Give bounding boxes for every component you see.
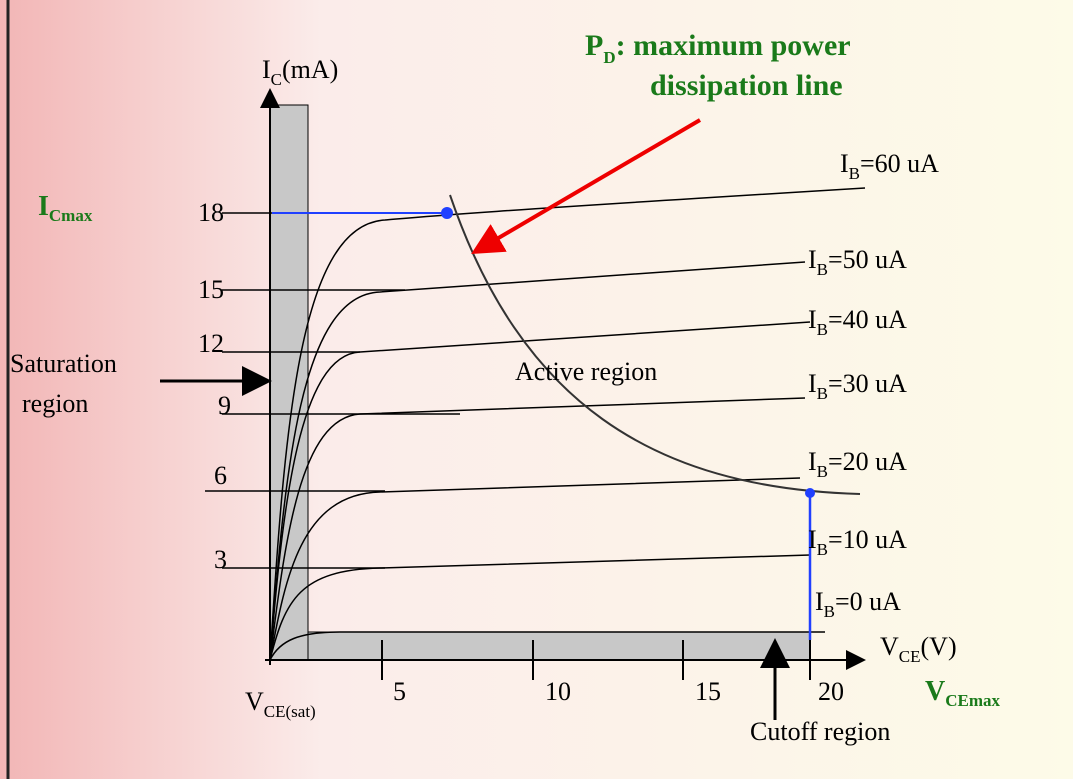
curve-label-part: I	[808, 447, 817, 476]
y-tick-label: 12	[198, 329, 224, 358]
y-tick-label: 6	[214, 461, 227, 490]
curve-label-part: B	[817, 384, 828, 403]
power-line	[449, 194, 861, 495]
y-tick-label: 15	[198, 275, 224, 304]
text-part: Cmax	[49, 206, 93, 225]
characteristic-curves	[269, 187, 866, 661]
text-part: (V)	[921, 632, 957, 661]
curve-label: IB=0 uA	[815, 587, 901, 621]
text-part: I	[262, 55, 271, 84]
cutoff-area	[307, 631, 811, 661]
curve-label: IB=10 uA	[808, 525, 907, 559]
saturation-label: Saturation	[10, 349, 117, 378]
text-part: D	[603, 48, 615, 67]
y-tick-label: 3	[214, 545, 227, 574]
vcemax-point	[805, 488, 815, 498]
curve-label-part: I	[815, 587, 824, 616]
curve-label: IB=30 uA	[808, 369, 907, 403]
curve-label-part: =40 uA	[828, 305, 907, 334]
text-part: V	[925, 676, 945, 707]
curve-label-part: B	[817, 462, 828, 481]
curve-label: IB=50 uA	[808, 245, 907, 279]
curve-label-part: =10 uA	[828, 525, 907, 554]
curve-label: IB=40 uA	[808, 305, 907, 339]
saturation-label: region	[22, 389, 88, 418]
x-ticks	[381, 640, 811, 680]
curve-label-part: B	[849, 164, 860, 183]
curve-label-part: =60 uA	[860, 149, 939, 178]
curve-label: IB=60 uA	[840, 149, 939, 183]
y-tick-label: 18	[198, 198, 224, 227]
curve-label-part: =0 uA	[835, 587, 901, 616]
text-part: I	[38, 191, 49, 222]
vcesat-label: VCE(sat)	[245, 687, 316, 721]
text-part: CE(sat)	[264, 702, 316, 721]
curve-label-part: I	[808, 369, 817, 398]
y-axis-label: IC(mA)	[262, 55, 338, 89]
text-part: CEmax	[945, 691, 1000, 710]
red-arrow	[471, 118, 702, 255]
x-tick-labels: 5 10 15 20	[393, 677, 844, 706]
x-tick-label: 20	[818, 677, 844, 706]
curve-label-part: B	[817, 320, 828, 339]
active-label: Active region	[515, 357, 657, 386]
curve-label-part: B	[817, 260, 828, 279]
curve-label-part: I	[808, 525, 817, 554]
text-part: V	[880, 632, 899, 661]
text-part: V	[245, 687, 264, 716]
x-axis-label: VCE(V)	[880, 632, 957, 666]
curve-label-part: B	[817, 540, 828, 559]
curve-label-part: =20 uA	[828, 447, 907, 476]
curve-label-part: I	[808, 305, 817, 334]
icmax-point	[441, 207, 453, 219]
x-tick-label: 15	[695, 677, 721, 706]
curve-label-part: =30 uA	[828, 369, 907, 398]
text-part: C	[271, 70, 282, 89]
text-part: : maximum power	[616, 29, 851, 62]
curve-label-part: I	[808, 245, 817, 274]
curve-label-part: B	[824, 602, 835, 621]
x-tick-label: 5	[393, 677, 406, 706]
icmax-label: ICmax	[38, 191, 93, 225]
text-part: P	[585, 29, 603, 62]
vcemax-label: VCEmax	[925, 676, 1001, 710]
text-part: (mA)	[282, 55, 338, 84]
x-tick-label: 10	[545, 677, 571, 706]
title: PD: maximum power	[585, 29, 851, 67]
y-tick-label: 9	[218, 391, 231, 420]
curve-label-part: I	[840, 149, 849, 178]
cutoff-label: Cutoff region	[750, 717, 890, 746]
text-part: CE	[899, 647, 921, 666]
curve-label-part: =50 uA	[828, 245, 907, 274]
y-tick-labels: 18 15 12 9 6 3	[198, 198, 231, 574]
curve-label: IB=20 uA	[808, 447, 907, 481]
title-line2: dissipation line	[650, 69, 843, 102]
